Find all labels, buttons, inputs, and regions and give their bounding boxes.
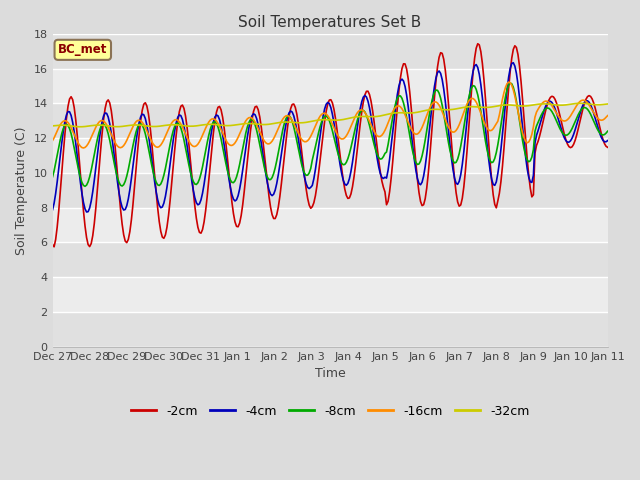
Bar [52, 34, 607, 69]
Bar [52, 138, 607, 173]
Bar [52, 208, 607, 242]
Bar [52, 312, 607, 347]
Bar [52, 173, 607, 208]
Title: Soil Temperatures Set B: Soil Temperatures Set B [239, 15, 422, 30]
Y-axis label: Soil Temperature (C): Soil Temperature (C) [15, 126, 28, 254]
X-axis label: Time: Time [315, 367, 346, 380]
Text: BC_met: BC_met [58, 43, 108, 56]
Legend: -2cm, -4cm, -8cm, -16cm, -32cm: -2cm, -4cm, -8cm, -16cm, -32cm [126, 400, 534, 423]
Bar [52, 104, 607, 138]
Bar [52, 277, 607, 312]
Bar [52, 242, 607, 277]
Bar [52, 69, 607, 104]
